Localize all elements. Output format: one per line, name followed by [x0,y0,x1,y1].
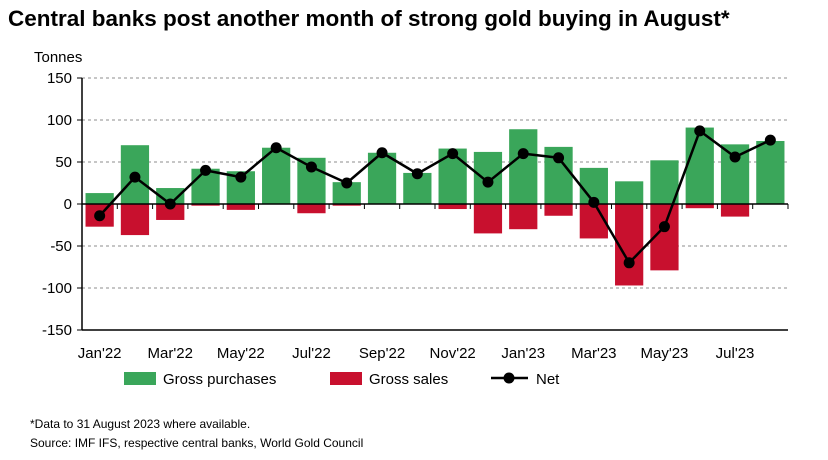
y-tick-label: -100 [42,280,72,297]
x-tick-label: Jul'22 [292,345,331,362]
net-point [553,152,565,164]
bar-gross-sales [191,204,220,206]
axes [77,77,789,331]
x-tick-label: Jul'23 [716,345,755,362]
y-tick-label: 100 [47,112,72,129]
x-tick-label: Jan'23 [501,345,545,362]
x-tick-label: Mar'22 [148,345,193,362]
y-tick-label: 50 [55,154,72,171]
net-point [94,210,106,222]
legend-marker-net [503,372,515,384]
bar-gross-sales [297,204,326,214]
legend-swatch-gross-sales [330,372,362,385]
bar-gross-sales [332,204,361,206]
y-tick-label: 0 [64,196,72,213]
net-point [729,151,741,163]
y-tick-label: 150 [47,70,72,87]
legend-swatch-gross-purchases [124,372,156,385]
net-point [517,148,529,160]
bar-gross-purchases [85,193,114,204]
bar-gross-sales [685,204,714,209]
y-axis-label: Tonnes [34,49,82,66]
bar-gross-sales [509,204,538,230]
bar-gross-purchases [650,160,679,204]
net-point [235,171,247,183]
net-point [482,176,494,188]
net-point [623,257,635,269]
y-tick-label: -50 [50,238,72,255]
bar-gross-purchases [615,181,644,204]
bar-gross-sales [438,204,467,210]
net-point [447,148,459,160]
bar-gross-sales [579,204,608,239]
net-point [164,198,176,210]
net-point [129,171,141,183]
bar-gross-sales [720,204,750,217]
y-tick-labels: 150 100 50 0 -50 -100 -150 [42,70,72,339]
bar-gross-sales [156,204,185,220]
x-tick-label: May'23 [641,345,689,362]
bar-gross-sales [226,204,255,210]
legend-label-gross-sales: Gross sales [369,371,448,388]
bar-gross-purchases [685,127,714,204]
source-note: Source: IMF IFS, respective central bank… [30,436,364,450]
legend-label-net: Net [536,371,560,388]
chart-title: Central banks post another month of stro… [8,6,730,31]
x-tick-label: Jan'22 [78,345,122,362]
bar-gross-sales [544,204,573,216]
x-tick-label: May'22 [217,345,265,362]
x-tick-labels: Jan'22 Mar'22 May'22 Jul'22 Sep'22 Nov'22 Jan'… [78,345,755,362]
bar-gross-sales [120,204,150,236]
bar-gross-purchases [509,129,538,204]
net-point [658,221,670,233]
net-point [764,134,776,146]
y-tick-label: -150 [42,322,72,339]
x-tick-label: Nov'22 [430,345,476,362]
net-point [270,142,282,154]
net-point [694,125,706,137]
x-tick-label: Sep'22 [359,345,405,362]
net-line [94,125,776,269]
net-point [411,168,423,180]
net-point [200,164,212,176]
net-point [376,147,388,159]
net-point [305,161,317,173]
legend: Gross purchases Gross sales Net [124,371,560,388]
legend-label-gross-purchases: Gross purchases [163,371,276,388]
bar-gross-purchases [332,182,361,204]
net-point [341,177,353,189]
footnote: *Data to 31 August 2023 where available. [30,417,251,431]
x-tick-label: Mar'23 [571,345,616,362]
bar-gross-sales [473,204,503,234]
net-point [588,196,600,208]
net-series-line [98,129,771,265]
bar-gross-purchases [756,141,785,204]
